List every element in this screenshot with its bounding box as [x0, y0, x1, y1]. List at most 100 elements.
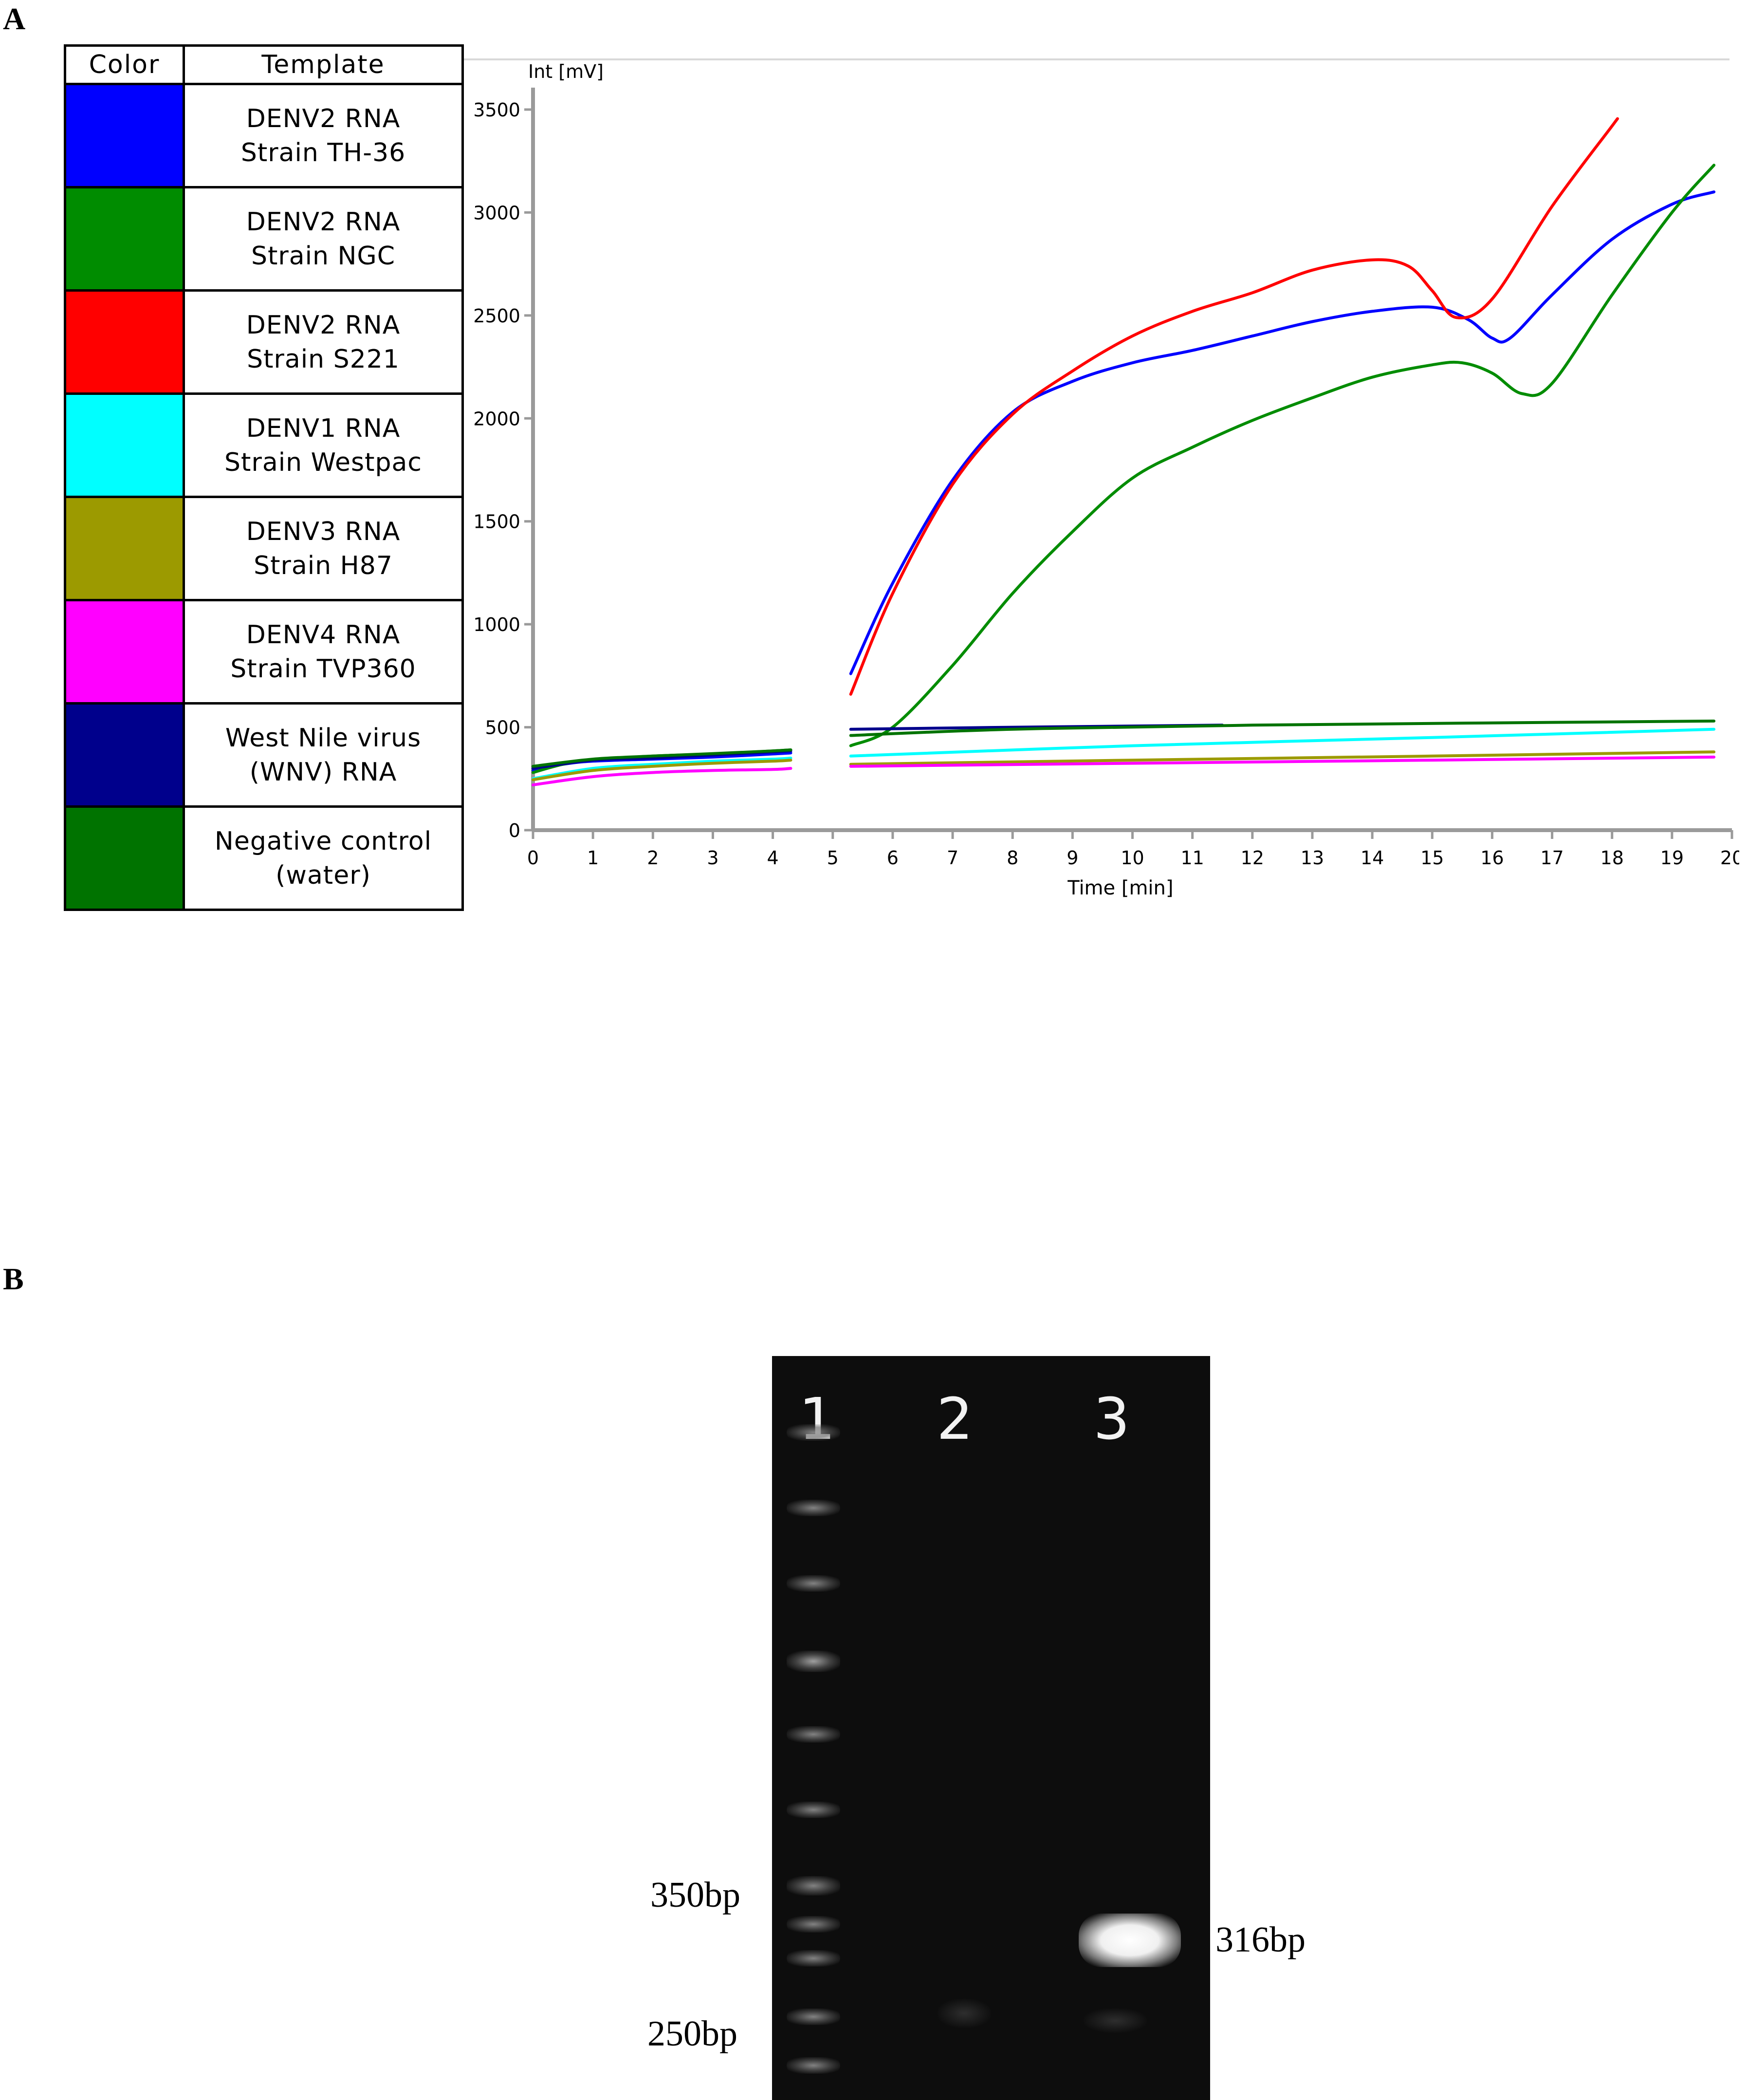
legend-template-cell: DENV2 RNA Strain S221: [183, 289, 464, 395]
legend-row: Negative control (water): [64, 805, 464, 911]
series-line: [532, 757, 792, 781]
y-axis-label: Int [mV]: [528, 61, 604, 82]
legend-template-cell: DENV2 RNA Strain TH-36: [183, 83, 464, 188]
product-316bp-label: 316bp: [1215, 1920, 1306, 1960]
series-line: [849, 755, 1716, 768]
legend-template-line2: (WNV) RNA: [249, 757, 397, 787]
pcr-product-band: [1079, 1914, 1181, 1967]
legend-template-cell: DENV3 RNA Strain H87: [183, 496, 464, 601]
series-line: [849, 719, 1716, 737]
x-axis-label: Time [min]: [1067, 877, 1173, 899]
y-tick-label: 1000: [473, 614, 520, 635]
series-line: [849, 164, 1716, 747]
x-tick-label: 15: [1420, 847, 1444, 869]
legend-rows: DENV2 RNA Strain TH-36 DENV2 RNA Strain NGC…: [64, 83, 464, 911]
series-line: [849, 117, 1619, 696]
legend-row: West Nile virus (WNV) RNA: [64, 702, 464, 808]
x-tick-label: 19: [1660, 847, 1684, 869]
legend-template-cell: DENV2 RNA Strain NGC: [183, 186, 464, 292]
ladder-band: [787, 1726, 840, 1743]
legend-template-line2: Strain TVP360: [230, 654, 416, 684]
x-tick-label: 11: [1180, 847, 1204, 869]
ladder-band: [787, 1802, 840, 1818]
y-tick-label: 0: [509, 820, 520, 841]
gel-image: 1 2 3: [772, 1356, 1210, 2100]
y-tick-label: 1500: [473, 511, 520, 533]
legend-template-line2: Strain S221: [247, 344, 400, 374]
x-tick-label: 18: [1601, 847, 1624, 869]
x-tick-label: 13: [1301, 847, 1324, 869]
legend-color-swatch: [64, 186, 185, 292]
x-tick-label: 10: [1121, 847, 1144, 869]
ladder-band: [787, 1651, 840, 1672]
y-tick-label: 500: [485, 717, 520, 739]
legend-template-line2: Strain NGC: [251, 241, 396, 271]
gel-lane-3-label: 3: [1093, 1385, 1130, 1452]
y-tick-label: 3000: [473, 202, 520, 223]
x-tick-label: 7: [947, 847, 958, 869]
series-line: [532, 748, 792, 768]
faint-band: [1084, 2008, 1147, 2033]
series-line: [849, 727, 1716, 758]
x-tick-label: 12: [1241, 847, 1264, 869]
ladder-band: [787, 1876, 840, 1896]
x-tick-label: 0: [527, 847, 539, 869]
legend-template-line1: Negative control: [214, 826, 432, 856]
faint-band: [938, 1999, 991, 2028]
series-line: [532, 767, 792, 786]
legend-template-line1: DENV1 RNA: [246, 413, 401, 443]
x-tick-label: 9: [1067, 847, 1078, 869]
legend-template-cell: Negative control (water): [183, 805, 464, 911]
x-tick-label: 17: [1540, 847, 1564, 869]
legend-color-swatch: [64, 392, 185, 498]
legend-template-cell: West Nile virus (WNV) RNA: [183, 702, 464, 808]
legend-template-line2: Strain TH-36: [240, 138, 406, 167]
ladder-band: [787, 2057, 840, 2074]
legend-row: DENV1 RNA Strain Westpac: [64, 392, 464, 498]
legend-template-line2: Strain H87: [254, 551, 393, 580]
panel-label-a: A: [3, 1, 26, 36]
ladder-band: [787, 1916, 840, 1933]
legend-color-swatch: [64, 289, 185, 395]
ladder-band: [787, 1424, 840, 1441]
legend-row: DENV2 RNA Strain S221: [64, 289, 464, 395]
series-line: [532, 759, 792, 781]
legend-template-line1: DENV2 RNA: [246, 310, 401, 340]
x-tick-label: 20: [1720, 847, 1739, 869]
legend-template-line1: DENV2 RNA: [246, 104, 401, 133]
ladder-band: [787, 1950, 840, 1967]
gel-lane-2-label: 2: [937, 1385, 974, 1452]
ladder-band: [787, 1500, 840, 1516]
legend-template-line1: DENV2 RNA: [246, 207, 401, 237]
y-tick-label: 3500: [473, 99, 520, 121]
legend-template-line1: West Nile virus: [225, 723, 422, 753]
x-tick-label: 1: [587, 847, 599, 869]
legend-row: DENV3 RNA Strain H87: [64, 496, 464, 601]
legend-color-swatch: [64, 702, 185, 808]
legend-template-cell: DENV1 RNA Strain Westpac: [183, 392, 464, 498]
ladder-band: [787, 2008, 840, 2025]
gel-lane-1-label: 1: [799, 1385, 836, 1452]
legend-template-line2: (water): [276, 860, 371, 890]
legend-header-color: Color: [64, 44, 185, 85]
ladder-band: [787, 1575, 840, 1592]
legend-row: DENV4 RNA Strain TVP360: [64, 599, 464, 705]
x-tick-label: 14: [1361, 847, 1384, 869]
series-line: [849, 190, 1716, 675]
legend-header-template: Template: [183, 44, 464, 85]
x-tick-label: 8: [1007, 847, 1018, 869]
legend-color-swatch: [64, 805, 185, 911]
x-tick-label: 3: [707, 847, 718, 869]
x-tick-label: 6: [887, 847, 899, 869]
x-tick-label: 16: [1480, 847, 1504, 869]
x-tick-label: 2: [647, 847, 659, 869]
legend-table: Color Template DENV2 RNA Strain TH-36 DENV…: [64, 44, 464, 911]
legend-template-cell: DENV4 RNA Strain TVP360: [183, 599, 464, 705]
legend-color-swatch: [64, 599, 185, 705]
legend-row: DENV2 RNA Strain NGC: [64, 186, 464, 292]
legend-row: DENV2 RNA Strain TH-36: [64, 83, 464, 188]
panel-label-b: B: [3, 1262, 24, 1296]
legend-template-line1: DENV3 RNA: [246, 517, 401, 546]
x-tick-label: 4: [767, 847, 779, 869]
